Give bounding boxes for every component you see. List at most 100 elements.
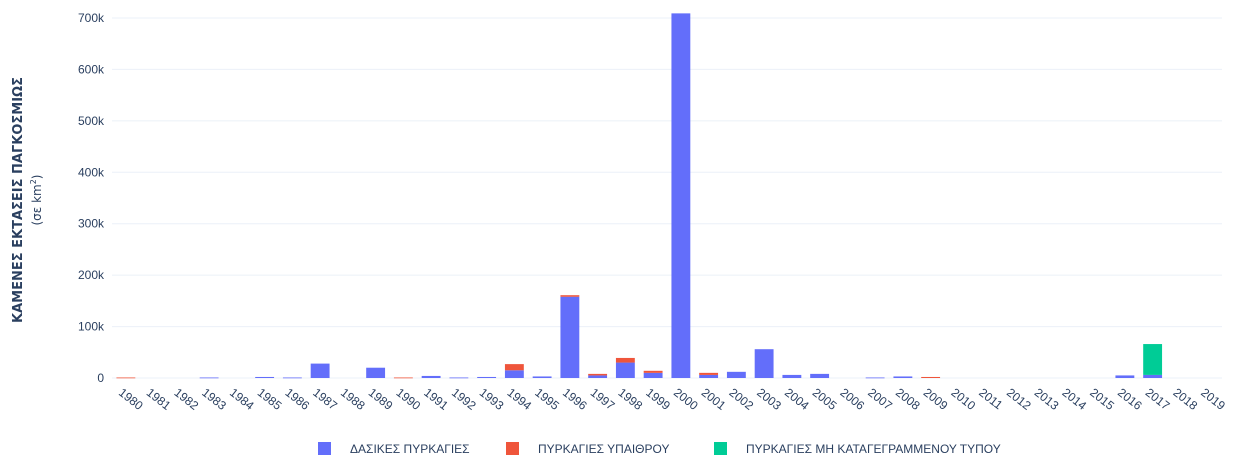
x-tick-label: 2002 [727, 385, 757, 413]
bar-1990-series-1[interactable] [393, 377, 413, 379]
x-tick-label: 2016 [1115, 385, 1145, 413]
x-tick-label: 1980 [116, 385, 146, 413]
y-axis-unit-suffix: ) [30, 174, 44, 179]
bar-1992-series-0[interactable] [449, 377, 469, 379]
y-axis-unit-sup: 2 [29, 179, 38, 184]
bar-2009-series-1[interactable] [921, 376, 941, 378]
x-tick-label: 2011 [976, 385, 1005, 412]
bar-1997-series-1[interactable] [588, 373, 608, 376]
x-tick-label: 1983 [199, 385, 229, 413]
bar-1989-series-0[interactable] [366, 367, 386, 378]
x-tick-label: 1985 [255, 385, 285, 413]
x-tick-label: 1997 [588, 385, 618, 413]
bar-2017-series-0[interactable] [1143, 374, 1163, 378]
y-axis-unit: (σε km2) [29, 174, 44, 225]
x-tick-label: 2018 [1171, 385, 1201, 413]
x-tick-label: 1989 [366, 385, 396, 413]
bar-1996-series-0[interactable] [560, 296, 580, 378]
x-tick-label: 1988 [338, 385, 368, 413]
y-tick-label: 600k [78, 62, 105, 76]
x-tick-label: 2005 [810, 385, 840, 413]
y-axis-label: ΚΑΜΕΝΕΣ ΕΚΤΑΣΕΙΣ ΠΑΓΚΟΣΜΙΩΣ [11, 77, 26, 323]
bar-2016-series-0[interactable] [1115, 375, 1135, 378]
x-tick-label: 1982 [172, 385, 202, 413]
y-tick-label: 100k [78, 320, 105, 334]
y-tick-label: 300k [78, 217, 105, 231]
x-tick-label: 2015 [1087, 385, 1117, 413]
bar-2000-series-0[interactable] [671, 13, 691, 378]
bar-1985-series-0[interactable] [255, 376, 275, 378]
x-tick-label: 2001 [699, 385, 729, 413]
bar-1983-series-0[interactable] [199, 377, 219, 379]
x-axis-ticks: 1980198119821983198419851986198719881989… [116, 385, 1228, 413]
y-tick-label: 500k [78, 114, 105, 128]
x-tick-label: 1984 [227, 385, 257, 413]
x-tick-label: 2003 [754, 385, 784, 413]
legend-item[interactable]: ΠΥΡΚΑΓΙΕΣ ΥΠΑΙΘΡΟΥ [538, 442, 669, 456]
x-tick-label: 1994 [505, 385, 535, 413]
x-tick-label: 1990 [394, 385, 424, 413]
x-tick-label: 2013 [1032, 385, 1062, 413]
y-axis-title: ΚΑΜΕΝΕΣ ΕΚΤΑΣΕΙΣ ΠΑΓΚΟΣΜΙΩΣ (σε km2) [11, 77, 44, 323]
y-tick-label: 200k [78, 268, 105, 282]
bar-1998-series-0[interactable] [615, 362, 635, 378]
x-tick-label: 2010 [949, 385, 979, 413]
bar-2007-series-0[interactable] [865, 377, 885, 379]
legend-swatch [318, 442, 331, 455]
x-tick-label: 2009 [921, 385, 951, 413]
x-tick-label: 1981 [144, 385, 174, 413]
bar-1980-series-1[interactable] [116, 377, 136, 379]
legend-swatch [506, 442, 519, 455]
bar-2005-series-0[interactable] [810, 373, 830, 378]
y-axis-ticks: 0 100k 200k 300k 400k 500k 600k 700k [78, 11, 105, 385]
bar-2008-series-0[interactable] [893, 376, 913, 378]
legend-swatch [714, 442, 727, 455]
legend-item[interactable]: ΔΑΣΙΚΕΣ ΠΥΡΚΑΓΙΕΣ [350, 442, 470, 456]
y-tick-label: 400k [78, 165, 105, 179]
bar-2017-series-2[interactable] [1143, 344, 1163, 375]
bar-1993-series-0[interactable] [477, 376, 497, 378]
x-tick-label: 1995 [532, 385, 562, 413]
bar-2001-series-1[interactable] [699, 372, 719, 375]
bar-2001-series-0[interactable] [699, 374, 719, 378]
bar-1995-series-0[interactable] [532, 376, 552, 378]
x-tick-label: 1999 [643, 385, 673, 413]
x-tick-label: 1991 [421, 385, 451, 413]
x-tick-label: 2004 [782, 385, 812, 413]
x-tick-label: 2007 [865, 385, 895, 413]
x-tick-label: 1987 [310, 385, 340, 413]
x-tick-label: 2019 [1198, 385, 1228, 413]
bar-1999-series-1[interactable] [643, 370, 663, 373]
x-tick-label: 2008 [893, 385, 923, 413]
bar-2004-series-0[interactable] [782, 374, 802, 378]
x-tick-label: 1992 [449, 385, 479, 413]
x-tick-label: 2017 [1143, 385, 1173, 413]
bars [116, 13, 1163, 379]
bar-1991-series-0[interactable] [421, 375, 441, 378]
x-tick-label: 2000 [671, 385, 701, 413]
x-tick-label: 1993 [477, 385, 507, 413]
bar-1996-series-1[interactable] [560, 295, 580, 297]
x-tick-label: 2014 [1060, 385, 1090, 413]
y-axis-unit-prefix: (σε km [30, 184, 44, 225]
y-tick-label: 700k [78, 11, 105, 25]
x-tick-label: 2006 [838, 385, 868, 413]
bar-1998-series-1[interactable] [615, 357, 635, 363]
legend-item[interactable]: ΠΥΡΚΑΓΙΕΣ ΜΗ ΚΑΤΑΓΕΓΡΑΜΜΕΝΟΥ ΤΥΠΟΥ [746, 442, 1001, 456]
bar-1986-series-0[interactable] [282, 377, 302, 379]
bar-1994-series-1[interactable] [504, 364, 524, 371]
x-tick-label: 1986 [283, 385, 313, 413]
bar-2003-series-0[interactable] [754, 349, 774, 378]
bar-1999-series-0[interactable] [643, 372, 663, 378]
bar-2002-series-0[interactable] [726, 371, 746, 378]
x-tick-label: 2012 [1004, 385, 1034, 413]
y-tick-label: 0 [97, 371, 104, 385]
x-tick-label: 1996 [560, 385, 590, 413]
bar-1994-series-0[interactable] [504, 370, 524, 378]
bar-1987-series-0[interactable] [310, 363, 330, 378]
legend: ΔΑΣΙΚΕΣ ΠΥΡΚΑΓΙΕΣ ΠΥΡΚΑΓΙΕΣ ΥΠΑΙΘΡΟΥ ΠΥΡΚΑ… [318, 442, 1001, 456]
bar-1997-series-0[interactable] [588, 375, 608, 378]
gridlines [112, 17, 1222, 379]
